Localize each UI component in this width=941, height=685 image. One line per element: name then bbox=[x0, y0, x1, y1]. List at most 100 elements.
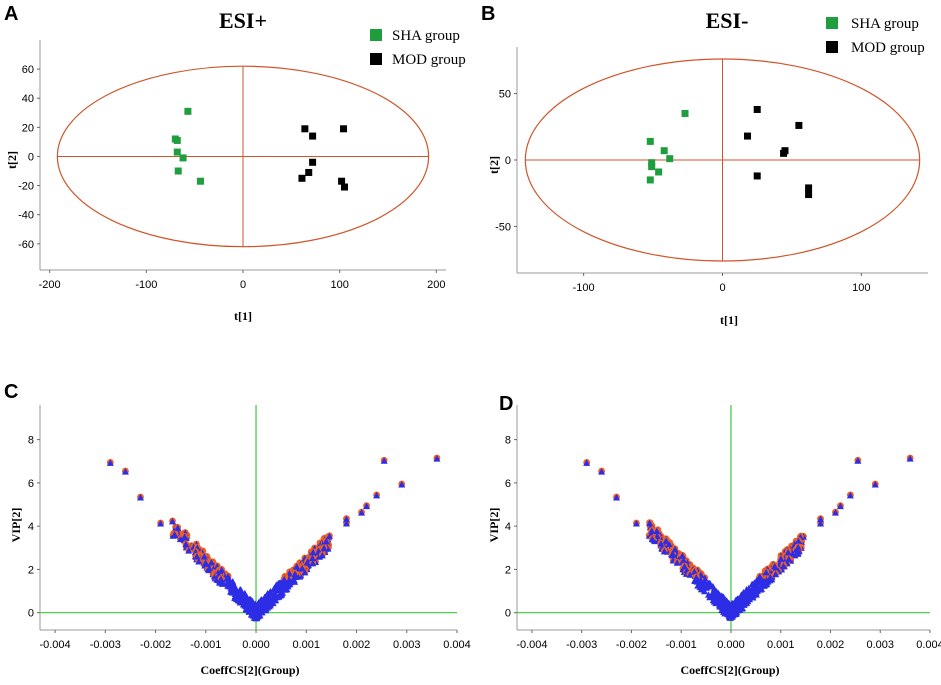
x-tick-label: 0.001 bbox=[767, 639, 795, 651]
vip-outlier-marker bbox=[106, 459, 114, 466]
sha-point bbox=[648, 163, 656, 171]
vip-outlier-marker bbox=[817, 515, 825, 523]
vip-marker bbox=[712, 593, 720, 600]
vip-marker bbox=[286, 578, 294, 586]
vip-outlier-marker bbox=[358, 509, 366, 516]
mod-point bbox=[753, 172, 761, 180]
vip-significant-marker bbox=[185, 547, 193, 554]
vip-significant-marker bbox=[181, 533, 189, 540]
y-tick-label: 0 bbox=[505, 608, 511, 620]
vip-significant-marker bbox=[309, 559, 317, 567]
vip-significant-marker bbox=[669, 550, 677, 557]
vip-marker bbox=[251, 605, 259, 612]
vip-significant-marker bbox=[320, 544, 328, 552]
vip-outlier-marker bbox=[398, 481, 406, 488]
x-tick-label: -0.004 bbox=[39, 639, 70, 651]
x-tick-label: -0.002 bbox=[140, 639, 171, 651]
sha-point bbox=[173, 148, 181, 156]
mod-point bbox=[338, 177, 346, 185]
vip-significant-marker bbox=[218, 566, 226, 573]
mod-point bbox=[301, 125, 309, 133]
sha-point bbox=[179, 154, 187, 162]
legend-swatch-mod bbox=[370, 53, 382, 65]
vip-marker bbox=[748, 594, 756, 601]
vip-marker bbox=[746, 590, 754, 597]
vip-significant-marker bbox=[673, 559, 681, 566]
vip-marker bbox=[757, 586, 765, 593]
mod-point bbox=[309, 132, 317, 140]
vip-significant-marker bbox=[771, 562, 779, 570]
vip-marker bbox=[700, 587, 708, 595]
y-tick-label: 20 bbox=[22, 122, 34, 134]
vip-significant-marker bbox=[648, 535, 656, 543]
vip-outlier-marker bbox=[598, 468, 606, 475]
vip-marker bbox=[290, 576, 298, 584]
x-tick-label: -0.002 bbox=[616, 639, 647, 651]
vip-significant-marker bbox=[662, 537, 670, 544]
vip-significant-marker bbox=[766, 573, 774, 581]
x-tick-label: 200 bbox=[427, 279, 445, 291]
vip-significant-marker bbox=[678, 552, 686, 559]
sha-point bbox=[648, 159, 656, 167]
vip-outlier-marker bbox=[871, 481, 879, 488]
vip-significant-marker bbox=[762, 568, 770, 576]
panel-d-plot: 0 2 4 6 8 -0.004 -0.003 -0.002 -0.001 0.000 0.001 0… bbox=[505, 405, 941, 651]
legend-label-mod: MOD group bbox=[392, 52, 466, 68]
vip-significant-marker bbox=[217, 575, 225, 583]
vip-significant-marker bbox=[681, 562, 689, 570]
vip-marker bbox=[744, 597, 752, 605]
y-tick-label: 0 bbox=[28, 608, 34, 620]
x-tick-label: 100 bbox=[852, 282, 870, 294]
vip-marker bbox=[733, 607, 741, 614]
x-tick-label: -100 bbox=[135, 279, 157, 291]
x-tick-label: 0 bbox=[240, 279, 246, 291]
x-tick-label: 0.004 bbox=[916, 639, 941, 651]
vip-significant-marker bbox=[772, 570, 780, 578]
y-tick-label: 4 bbox=[505, 521, 511, 533]
vip-marker bbox=[279, 581, 287, 589]
vip-significant-marker bbox=[293, 563, 301, 570]
vip-marker bbox=[258, 608, 266, 616]
vip-marker bbox=[740, 601, 748, 608]
x-tick-label: -0.004 bbox=[516, 639, 547, 651]
mod-point bbox=[780, 149, 788, 157]
x-tick-label: -0.001 bbox=[666, 639, 697, 651]
y-tick-label: -20 bbox=[18, 181, 34, 193]
mod-point bbox=[309, 158, 317, 166]
vip-marker bbox=[247, 611, 255, 618]
vip-marker bbox=[726, 601, 734, 609]
panel-letter-d: D bbox=[499, 393, 513, 415]
panel-letter-c: C bbox=[4, 381, 18, 403]
vip-significant-marker bbox=[322, 537, 330, 545]
mod-point bbox=[341, 183, 348, 191]
sha-point bbox=[173, 136, 181, 144]
vip-outlier-marker bbox=[373, 491, 381, 499]
vip-marker bbox=[710, 598, 718, 605]
vip-significant-marker bbox=[291, 570, 299, 577]
vip-marker bbox=[766, 576, 774, 584]
panel-c-plot: 0 2 4 6 8 -0.004 -0.003 -0.002 -0.001 0.000 0.001 0… bbox=[28, 405, 471, 651]
vip-marker bbox=[263, 598, 271, 606]
vip-significant-marker bbox=[671, 545, 679, 553]
vip-significant-marker bbox=[784, 548, 792, 556]
vip-significant-marker bbox=[785, 555, 793, 563]
vip-marker bbox=[709, 589, 717, 597]
mod-point bbox=[298, 174, 306, 182]
y-tick-label: 2 bbox=[505, 564, 511, 576]
vip-significant-marker bbox=[207, 558, 215, 566]
vip-outlier-marker bbox=[121, 468, 129, 475]
y-tick-label: 6 bbox=[505, 478, 511, 490]
vip-significant-marker bbox=[690, 568, 698, 575]
vip-marker bbox=[250, 601, 258, 608]
vip-significant-marker bbox=[205, 564, 213, 572]
panel-d: D 0 2 4 6 8 -0.004 -0.003 -0.002 -0.001 0.000 0.00… bbox=[487, 393, 941, 677]
vip-marker bbox=[264, 591, 272, 598]
sha-point bbox=[196, 177, 204, 185]
vip-marker bbox=[704, 583, 712, 590]
sha-point bbox=[646, 176, 654, 184]
y-tick-label: 0 bbox=[28, 151, 34, 163]
sha-point bbox=[184, 107, 192, 115]
x-tick-label: -0.003 bbox=[90, 639, 121, 651]
y-tick-label: 2 bbox=[28, 564, 34, 576]
